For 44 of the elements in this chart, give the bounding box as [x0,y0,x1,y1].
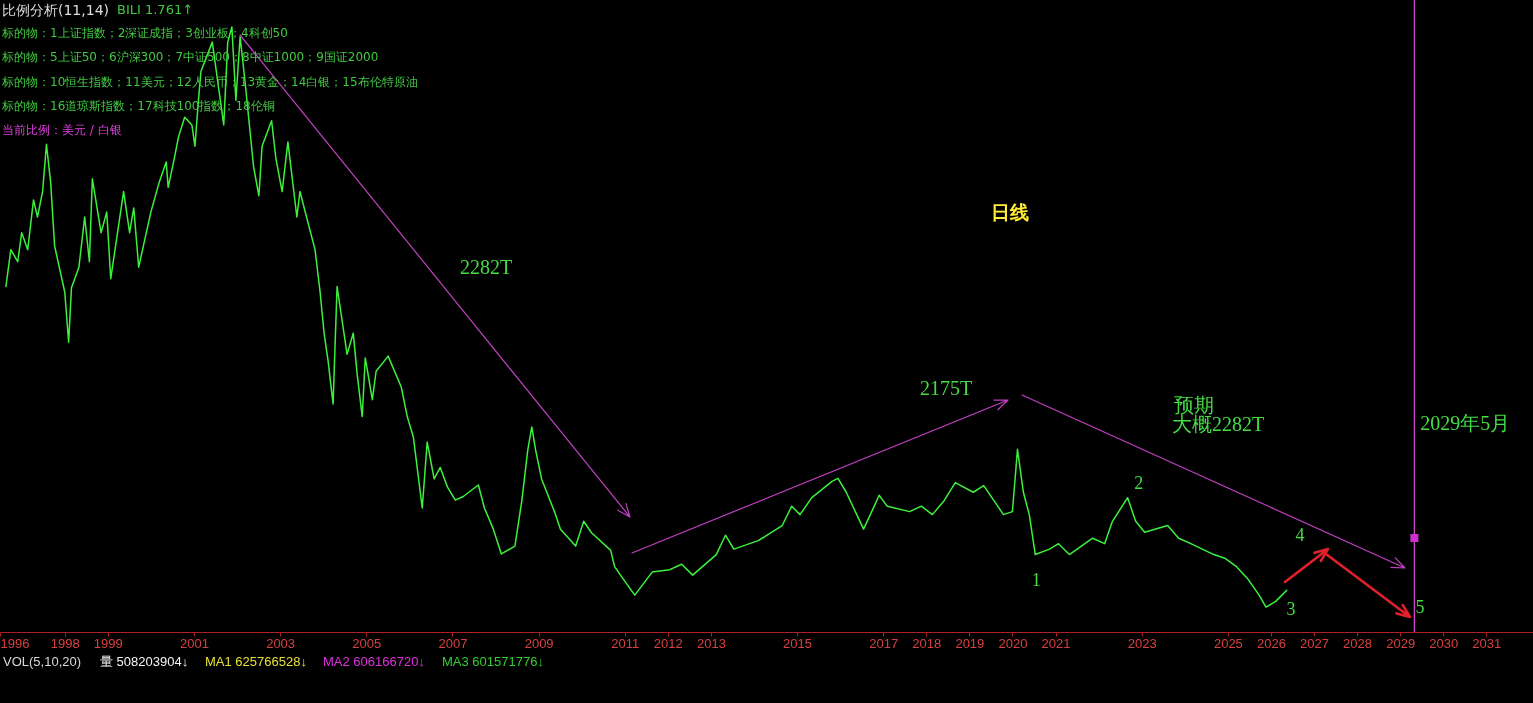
text: MA3 601571776↓ [442,653,544,670]
annotation: 5 [1415,596,1425,618]
x-tick-label: 2011 [611,635,640,651]
text: VOL(5,10,20) [3,653,82,670]
x-tick-label: 2019 [955,635,985,651]
annotation: 2175T [920,376,973,400]
chart-title: 比例分析(11,14) [2,1,110,19]
x-tick-label: 2023 [1127,635,1157,651]
text: 量 508203904↓ [100,653,189,670]
x-tick-label: 2015 [783,635,813,651]
annotation: 预期 [1174,393,1214,416]
annotation: 2 [1134,472,1144,494]
x-tick-label: 2031 [1472,635,1502,651]
text: MA2 606166720↓ [323,653,425,670]
annotation: 3 [1286,598,1296,620]
x-tick-label: 2009 [524,635,554,651]
x-tick-label: 2013 [696,635,726,651]
x-tick-label: 2007 [438,635,468,651]
text: MA1 625766528↓ [205,653,307,670]
annotation: 4 [1295,524,1305,546]
text: BILI 1.761↑ [117,1,194,18]
x-tick-label: 2027 [1300,635,1329,651]
x-tick-label: 2021 [1041,635,1071,651]
annotation: 2282T [460,255,513,279]
x-tick-label: 2012 [653,635,683,651]
x-tick-label: 2030 [1429,635,1459,651]
x-tick-label: 1996 [0,635,30,651]
annotation: 1 [1031,569,1041,590]
x-tick-label: 2005 [352,635,382,651]
annotation: 日线 [991,201,1029,224]
annotation: 标的物：1上证指数；2深证成指；3创业板；4科创50 [2,26,288,41]
x-tick-label: 2029 [1386,635,1416,651]
x-tick-label: 2001 [180,635,209,651]
x-tick-label: 2020 [998,635,1028,651]
x-tick-label: 2025 [1213,635,1243,651]
x-tick-label: 2026 [1256,635,1286,651]
x-tick-label: 1998 [50,635,80,651]
annotation: 当前比例：美元 / 白银 [2,123,122,138]
x-tick-label: 2028 [1343,635,1372,651]
ref-line-label: 2029年5月 [1420,411,1511,435]
x-tick-label: 2003 [266,635,296,651]
x-tick-label: 1999 [93,635,123,651]
x-tick-label: 2017 [869,635,899,651]
x-tick-label: 2018 [912,635,942,651]
